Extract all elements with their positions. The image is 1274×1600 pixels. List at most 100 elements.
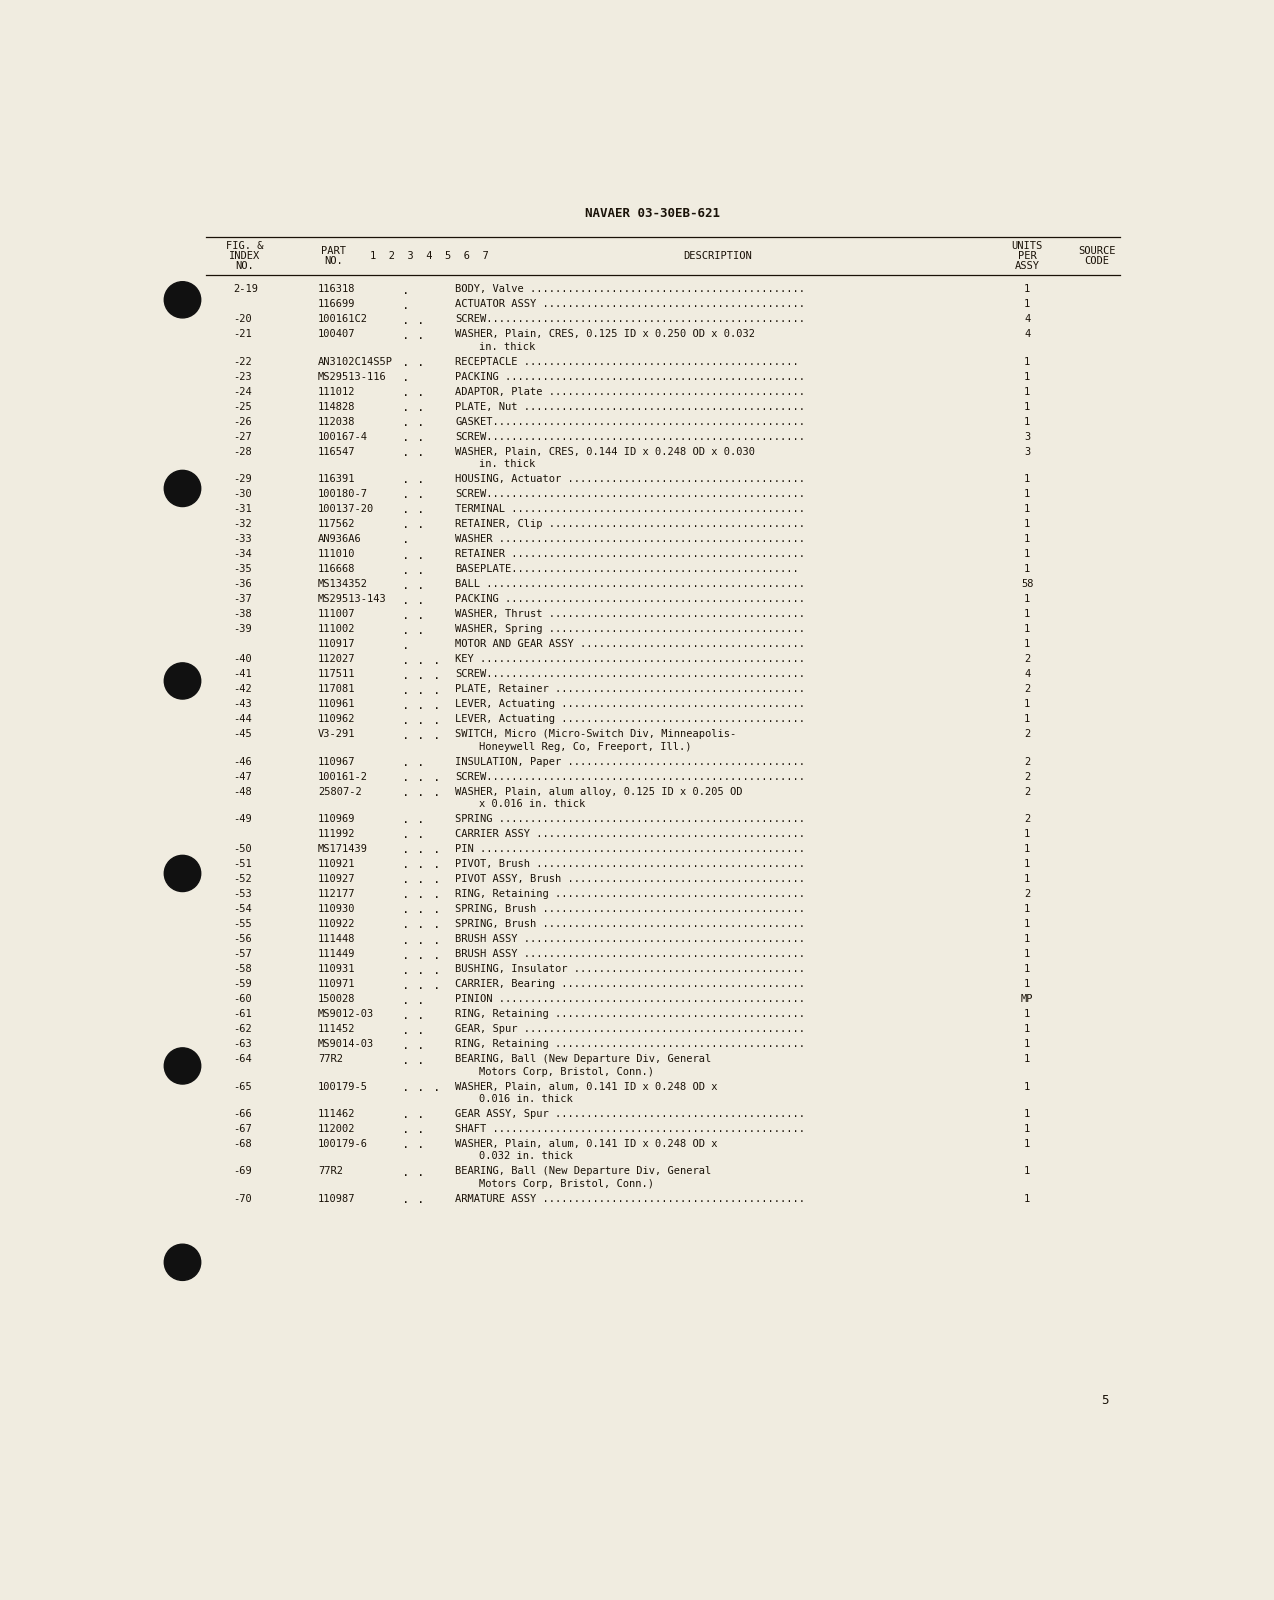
Text: .: .	[403, 563, 409, 576]
Text: .: .	[403, 488, 409, 501]
Text: .: .	[403, 549, 409, 562]
Text: -66: -66	[233, 1109, 252, 1118]
Text: 112038: 112038	[318, 418, 355, 427]
Text: 112002: 112002	[318, 1125, 355, 1134]
Circle shape	[164, 470, 201, 507]
Text: -68: -68	[233, 1139, 252, 1149]
Text: 100161C2: 100161C2	[318, 315, 368, 325]
Text: .: .	[433, 963, 441, 976]
Text: .: .	[418, 386, 426, 398]
Text: 1: 1	[1024, 1082, 1031, 1091]
Text: 0.032 in. thick: 0.032 in. thick	[479, 1152, 572, 1162]
Text: 117081: 117081	[318, 685, 355, 694]
Text: .: .	[403, 1008, 409, 1021]
Text: 1: 1	[1024, 920, 1031, 930]
Circle shape	[164, 282, 201, 318]
Text: .: .	[418, 1024, 426, 1037]
Text: .: .	[418, 714, 426, 726]
Text: -37: -37	[233, 594, 252, 605]
Text: -27: -27	[233, 432, 252, 442]
Text: RING, Retaining ........................................: RING, Retaining ........................…	[455, 1010, 805, 1019]
Text: .: .	[433, 949, 441, 962]
Text: BODY, Valve ............................................: BODY, Valve ............................…	[455, 285, 805, 294]
Text: -40: -40	[233, 654, 252, 664]
Text: .: .	[403, 624, 409, 637]
Text: WASHER, Plain, alum, 0.141 ID x 0.248 OD x: WASHER, Plain, alum, 0.141 ID x 0.248 OD…	[455, 1139, 717, 1149]
Text: 1: 1	[1024, 1166, 1031, 1176]
Text: .: .	[433, 874, 441, 886]
Text: -47: -47	[233, 771, 252, 782]
Text: -32: -32	[233, 520, 252, 530]
Text: 1: 1	[1024, 965, 1031, 974]
Text: 150028: 150028	[318, 994, 355, 1005]
Text: PIVOT ASSY, Brush ......................................: PIVOT ASSY, Brush ......................…	[455, 874, 805, 885]
Text: BEARING, Ball (New Departure Div, General: BEARING, Ball (New Departure Div, Genera…	[455, 1166, 712, 1176]
Text: .: .	[418, 402, 426, 414]
Text: ASSY: ASSY	[1015, 261, 1040, 272]
Text: 2: 2	[1024, 771, 1031, 782]
Text: PIVOT, Brush ...........................................: PIVOT, Brush ...........................…	[455, 859, 805, 869]
Text: .: .	[433, 714, 441, 726]
Text: .: .	[418, 430, 426, 445]
Text: RING, Retaining ........................................: RING, Retaining ........................…	[455, 1040, 805, 1050]
Circle shape	[164, 662, 201, 699]
Text: GASKET..................................................: GASKET..................................…	[455, 418, 805, 427]
Text: .: .	[403, 1166, 409, 1179]
Text: 1: 1	[1024, 1040, 1031, 1050]
Text: -48: -48	[233, 787, 252, 797]
Text: -22: -22	[233, 357, 252, 366]
Text: 110969: 110969	[318, 814, 355, 824]
Text: .: .	[403, 874, 409, 886]
Text: 1: 1	[1024, 1139, 1031, 1149]
Text: 1: 1	[1024, 387, 1031, 397]
Text: .: .	[418, 994, 426, 1006]
Text: .: .	[403, 786, 409, 798]
Text: .: .	[418, 518, 426, 531]
Text: .: .	[418, 918, 426, 931]
Text: 3: 3	[1024, 446, 1031, 458]
Text: 2: 2	[1024, 730, 1031, 739]
Text: -50: -50	[233, 845, 252, 854]
Text: 1  2  3  4  5  6  7: 1 2 3 4 5 6 7	[369, 251, 488, 261]
Text: .: .	[418, 669, 426, 682]
Text: BRUSH ASSY .............................................: BRUSH ASSY .............................…	[455, 934, 805, 944]
Text: Honeywell Reg, Co, Freeport, Ill.): Honeywell Reg, Co, Freeport, Ill.)	[479, 742, 691, 752]
Text: .: .	[403, 594, 409, 606]
Text: .: .	[418, 829, 426, 842]
Text: -29: -29	[233, 474, 252, 485]
Text: WASHER .................................................: WASHER .................................…	[455, 534, 805, 544]
Text: .: .	[418, 683, 426, 696]
Text: 1: 1	[1024, 934, 1031, 944]
Text: 1: 1	[1024, 979, 1031, 989]
Text: .: .	[403, 1123, 409, 1136]
Text: MS9012-03: MS9012-03	[318, 1010, 375, 1019]
Text: .: .	[403, 1109, 409, 1122]
Text: .: .	[403, 714, 409, 726]
Text: 2-19: 2-19	[233, 285, 257, 294]
Text: SCREW...................................................: SCREW...................................…	[455, 315, 805, 325]
Text: -26: -26	[233, 418, 252, 427]
Text: .: .	[433, 888, 441, 901]
Text: MS134352: MS134352	[318, 579, 368, 589]
Text: .: .	[403, 888, 409, 901]
Text: .: .	[433, 1082, 441, 1094]
Text: 111449: 111449	[318, 949, 355, 960]
Text: .: .	[403, 474, 409, 486]
Text: .: .	[403, 771, 409, 784]
Text: INSULATION, Paper ......................................: INSULATION, Paper ......................…	[455, 757, 805, 766]
Text: .: .	[418, 843, 426, 856]
Text: .: .	[433, 979, 441, 992]
Text: 1: 1	[1024, 504, 1031, 514]
Text: 111992: 111992	[318, 829, 355, 838]
Text: .: .	[403, 813, 409, 826]
Text: .: .	[418, 1123, 426, 1136]
Text: .: .	[403, 829, 409, 842]
Text: .: .	[403, 283, 409, 296]
Text: AN3102C14S5P: AN3102C14S5P	[318, 357, 394, 366]
Text: .: .	[418, 874, 426, 886]
Text: Motors Corp, Bristol, Conn.): Motors Corp, Bristol, Conn.)	[479, 1179, 654, 1189]
Text: 1: 1	[1024, 565, 1031, 574]
Text: MS29513-143: MS29513-143	[318, 594, 387, 605]
Text: NAVAER 03-30EB-621: NAVAER 03-30EB-621	[586, 206, 720, 221]
Text: .: .	[418, 1166, 426, 1179]
